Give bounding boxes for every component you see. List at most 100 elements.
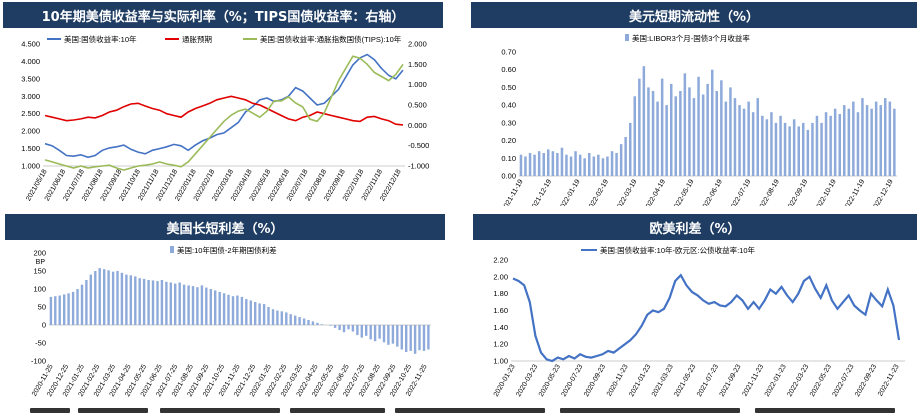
legend-label: 美国:LIBOR3个月-国债3个月收益率 [632,33,750,43]
bar [651,91,655,176]
bar [583,158,586,176]
legend-label: 美国:国债收益率:通胀指数国债(TIPS):10年 [260,34,402,44]
series-line [512,273,901,363]
chart-us-term-spread: -100-500501001502002020-11-252020-12-252… [31,245,431,398]
x-tick-label: 2022-08-19 [757,178,781,206]
bar [861,98,864,176]
bar [588,153,591,176]
bar [227,294,230,325]
bar [792,119,796,176]
cropped-caption [0,406,921,413]
series-line-2 [44,55,404,171]
bar [76,289,79,325]
bar [125,274,128,325]
bar [660,78,664,176]
right-y-tick-label: 1.000 [408,80,427,89]
bar [63,294,66,325]
bar [870,108,873,176]
y-tick-label: -50 [35,339,46,348]
bar [396,325,399,347]
bar [852,101,855,176]
bar [865,105,869,176]
bar [551,151,555,176]
bar [770,112,773,176]
series-line-0 [44,53,404,159]
bar [218,291,221,325]
legend-label: 美国:国债收益率:10年 [64,34,137,44]
bar [58,295,61,325]
bar [258,303,261,325]
bar [647,87,650,176]
bar [182,284,186,325]
left-y-tick-label: 3.000 [21,92,40,101]
left-y-tick-label: 3.500 [21,74,40,83]
y-tick-label: 1.20 [493,340,508,349]
bar [387,325,390,345]
bar [302,318,306,325]
x-tick-label: 2022-05-19 [672,178,696,206]
y-tick-label: 150 [33,267,46,276]
bar [262,304,266,325]
bar [369,325,372,340]
x-tick-label: 2022-10-19 [814,178,838,206]
bar [378,325,381,339]
right-y-tick-label: -0.500 [408,141,429,150]
bar [134,276,137,325]
bar [360,325,363,338]
bar [569,156,573,176]
bar [524,156,527,176]
x-tick-label: 2022-04-19 [643,178,667,206]
bar [187,285,190,325]
bar [692,98,696,176]
chart-title: 美国长短利差（%） [5,214,445,240]
bar [783,122,787,176]
x-tick-label: 2021-11-19 [501,178,525,206]
bar [111,271,115,325]
bar [222,293,226,325]
bar [294,315,297,325]
bar [838,114,841,176]
bar [601,158,605,176]
bar [178,282,181,325]
x-tick-label: 2020-05-23 [538,363,562,398]
bar [67,293,70,325]
bar [276,310,279,325]
bar [147,280,150,325]
bar [729,87,732,176]
x-tick-label: 2020-01-23 [493,363,517,398]
bar [231,296,235,325]
right-y-tick-label: -1.000 [408,162,429,171]
bar [351,325,355,332]
bar [528,153,532,176]
y-tick-label: -100 [31,357,46,366]
bar [311,321,315,325]
bar [592,156,596,176]
x-tick-label: 2022-11-19 [843,178,867,206]
bar [706,83,709,176]
bar [405,325,408,352]
bar [774,122,778,176]
bar [811,122,814,176]
bar [347,325,350,330]
x-tick-label: 2022-12-19 [871,178,895,206]
bar [142,278,146,325]
bar [338,325,341,330]
bar [824,112,828,176]
bar [606,156,609,176]
bar [574,151,577,176]
bar [289,314,292,325]
chart-us-eu-spread: 1.001.201.401.601.802.002.202020-01-2320… [493,245,905,398]
legend-label: 美国:10年国债-2年期国债利差 [177,245,277,255]
bar [94,271,97,325]
bar [85,280,88,325]
y-tick-label: 0.50 [501,83,516,92]
x-tick-label: 2022-02-19 [586,178,610,206]
x-tick-label: 2020-07-23 [561,363,585,398]
bar [856,112,860,176]
bar [715,91,718,176]
bar [820,122,823,176]
bar [724,101,728,176]
bar [280,311,283,325]
y-tick-label: 0.60 [501,65,516,74]
bar [422,325,426,351]
